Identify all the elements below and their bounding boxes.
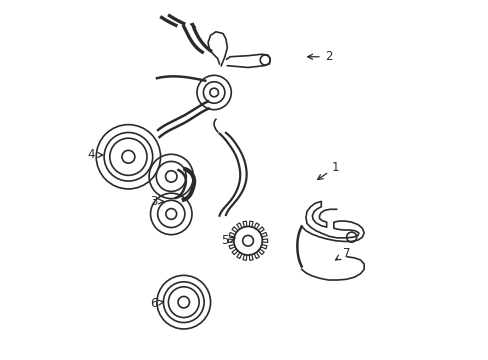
Text: 7: 7 bbox=[335, 247, 349, 260]
Text: 2: 2 bbox=[307, 50, 331, 63]
Text: 4: 4 bbox=[88, 148, 102, 162]
Text: 5: 5 bbox=[221, 234, 235, 247]
Text: 3: 3 bbox=[149, 195, 163, 208]
Text: 6: 6 bbox=[149, 297, 163, 310]
Text: 1: 1 bbox=[317, 161, 339, 180]
